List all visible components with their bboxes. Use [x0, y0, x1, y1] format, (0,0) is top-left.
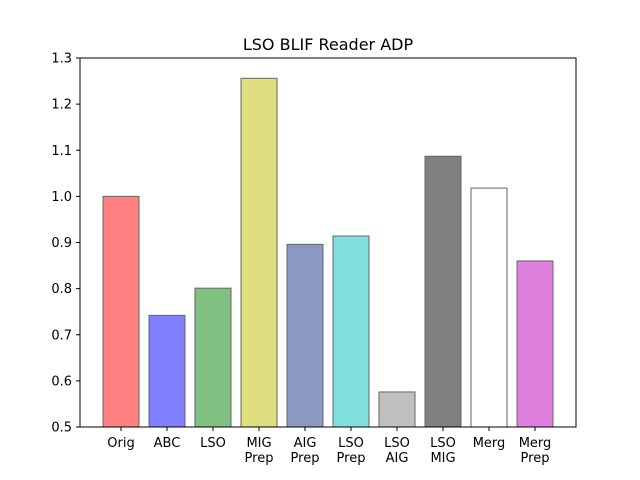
bars-group	[102, 77, 554, 428]
y-tick-label-6: 1.1	[51, 144, 72, 159]
x-tick-label-4: AIG Prep	[291, 436, 320, 466]
bar-4	[286, 243, 324, 428]
y-tick-label-0: 0.5	[51, 421, 72, 436]
bar-0	[102, 195, 140, 428]
y-tick-label-8: 1.3	[51, 52, 72, 67]
plot-frame	[79, 57, 577, 428]
y-tick-label-4: 0.9	[51, 236, 72, 251]
bar-2	[194, 287, 232, 428]
x-tick-label-0: Orig	[107, 436, 134, 451]
x-tick-label-6: LSO AIG	[384, 436, 410, 466]
bar-9	[516, 260, 554, 428]
x-tick-label-3: MIG Prep	[245, 436, 274, 466]
y-tick-label-5: 1.0	[51, 190, 72, 205]
bar-5	[332, 235, 370, 428]
bar-7	[424, 155, 462, 428]
x-tick-label-7: LSO MIG	[430, 436, 456, 466]
y-tick-label-3: 0.8	[51, 282, 72, 297]
x-axis: Orig ABC LSO MIG Prep AIG Prep LSO Prep LSO AIG LSO…	[107, 427, 551, 466]
x-tick-label-2: LSO	[200, 436, 226, 451]
bar-8	[470, 187, 508, 428]
y-tick-label-1: 0.6	[51, 374, 72, 389]
x-tick-label-8: Merg	[473, 436, 506, 451]
x-tick-label-9: Merg Prep	[519, 436, 552, 466]
x-tick-label-5: LSO Prep	[337, 436, 366, 466]
bar-3	[240, 77, 278, 428]
bar-1	[148, 314, 186, 428]
y-tick-label-2: 0.7	[51, 328, 72, 343]
chart-title: LSO BLIF Reader ADP	[243, 35, 414, 54]
bar-6	[378, 391, 416, 428]
y-tick-label-7: 1.2	[51, 98, 72, 113]
x-tick-label-1: ABC	[154, 436, 181, 451]
y-axis: 0.5 0.6 0.7 0.8 0.9 1.0 1.1 1.2 1.3	[51, 52, 80, 436]
